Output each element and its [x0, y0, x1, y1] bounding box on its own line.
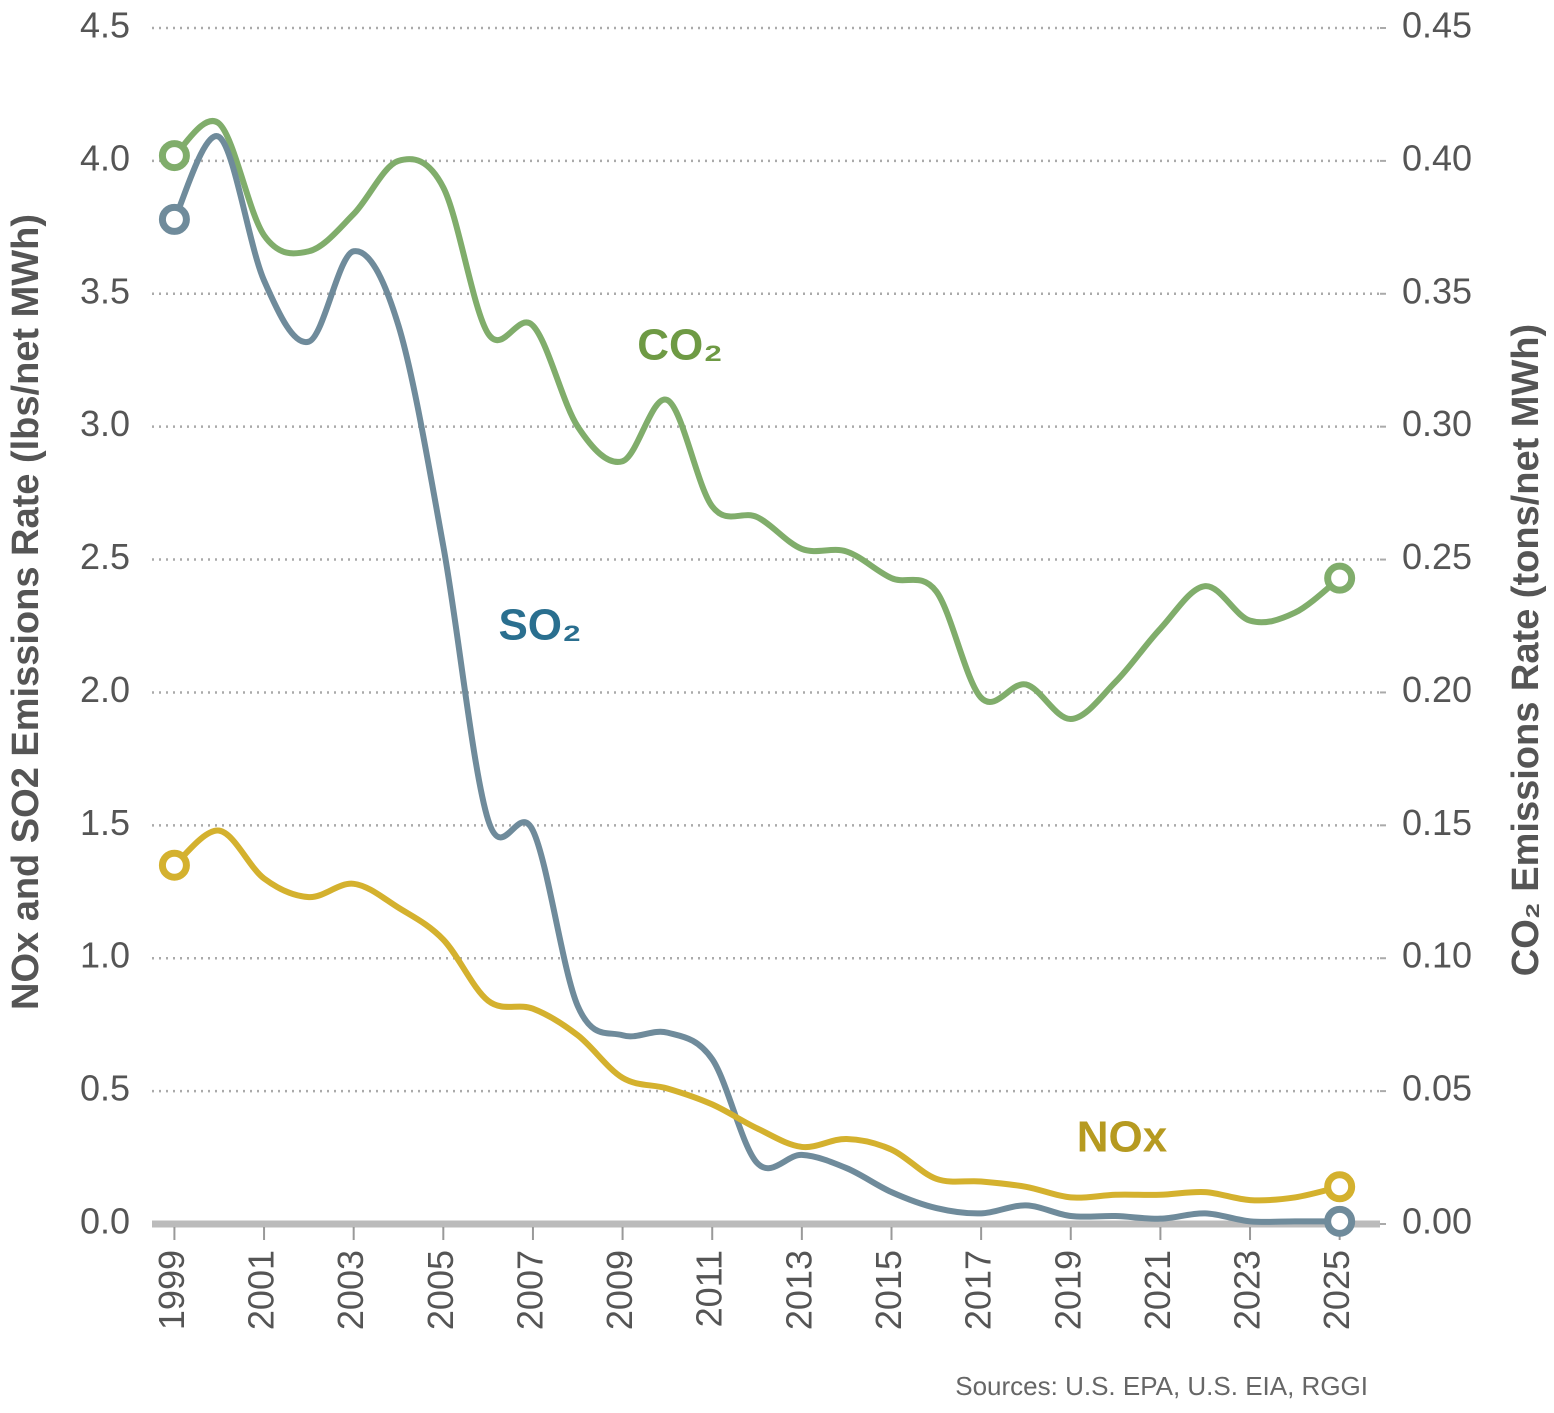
y-tick-label: 2.5 [80, 536, 130, 577]
y2-tick-label: 0.15 [1402, 802, 1472, 843]
x-tick-label: 2023 [1227, 1250, 1268, 1330]
x-tick-label: 2005 [420, 1250, 461, 1330]
series-label: NOx [1077, 1113, 1168, 1162]
series-label: CO₂ [637, 321, 723, 370]
y-tick-label: 3.0 [80, 403, 130, 444]
endpoint-marker [1324, 1171, 1356, 1203]
endpoint-marker [158, 140, 190, 172]
x-tick-label: 2017 [958, 1250, 999, 1330]
x-tick-label: 2015 [868, 1250, 909, 1330]
series-line [172, 827, 1341, 1204]
x-tick-label: 2007 [509, 1250, 550, 1330]
x-tick-label: 2001 [241, 1250, 282, 1330]
source-note: Sources: U.S. EPA, U.S. EIA, RGGI [955, 1371, 1368, 1401]
x-tick-label: 2013 [778, 1250, 819, 1330]
x-tick-label: 2009 [599, 1250, 640, 1330]
y-tick-label: 3.5 [80, 270, 130, 311]
y2-tick-label: 0.45 [1402, 5, 1472, 46]
y2-tick-label: 0.35 [1402, 270, 1472, 311]
x-tick-label: 2021 [1137, 1250, 1178, 1330]
endpoint-marker [158, 849, 190, 881]
endpoint-marker [1324, 562, 1356, 594]
y-tick-label: 4.5 [80, 5, 130, 46]
y2-tick-label: 0.25 [1402, 536, 1472, 577]
x-tick-label: 2011 [689, 1250, 730, 1327]
y-tick-label: 1.5 [80, 802, 130, 843]
series-label: SO₂ [498, 601, 581, 650]
y-tick-label: 0.5 [80, 1068, 130, 1109]
y2-tick-label: 0.40 [1402, 137, 1472, 178]
y2-tick-label: 0.00 [1402, 1201, 1472, 1242]
y-axis-title: NOx and SO2 Emissions Rate (lbs/net MWh) [5, 214, 47, 1010]
y-tick-label: 0.0 [80, 1201, 130, 1242]
y2-axis-title: CO₂ Emissions Rate (tons/net MWh) [1505, 324, 1547, 976]
x-tick-label: 1999 [151, 1250, 192, 1330]
x-tick-label: 2019 [1047, 1250, 1088, 1330]
y2-tick-label: 0.10 [1402, 935, 1472, 976]
y-tick-label: 4.0 [80, 137, 130, 178]
y-tick-label: 2.0 [80, 669, 130, 710]
x-tick-label: 2003 [330, 1250, 371, 1330]
y-tick-label: 1.0 [80, 935, 130, 976]
series-line [171, 133, 1340, 1225]
y2-tick-label: 0.30 [1402, 403, 1472, 444]
series-line [172, 118, 1342, 723]
y2-tick-label: 0.05 [1402, 1068, 1472, 1109]
x-tick-label: 2025 [1316, 1250, 1357, 1330]
endpoint-marker [158, 203, 190, 235]
y2-tick-label: 0.20 [1402, 669, 1472, 710]
endpoint-marker [1324, 1205, 1356, 1237]
